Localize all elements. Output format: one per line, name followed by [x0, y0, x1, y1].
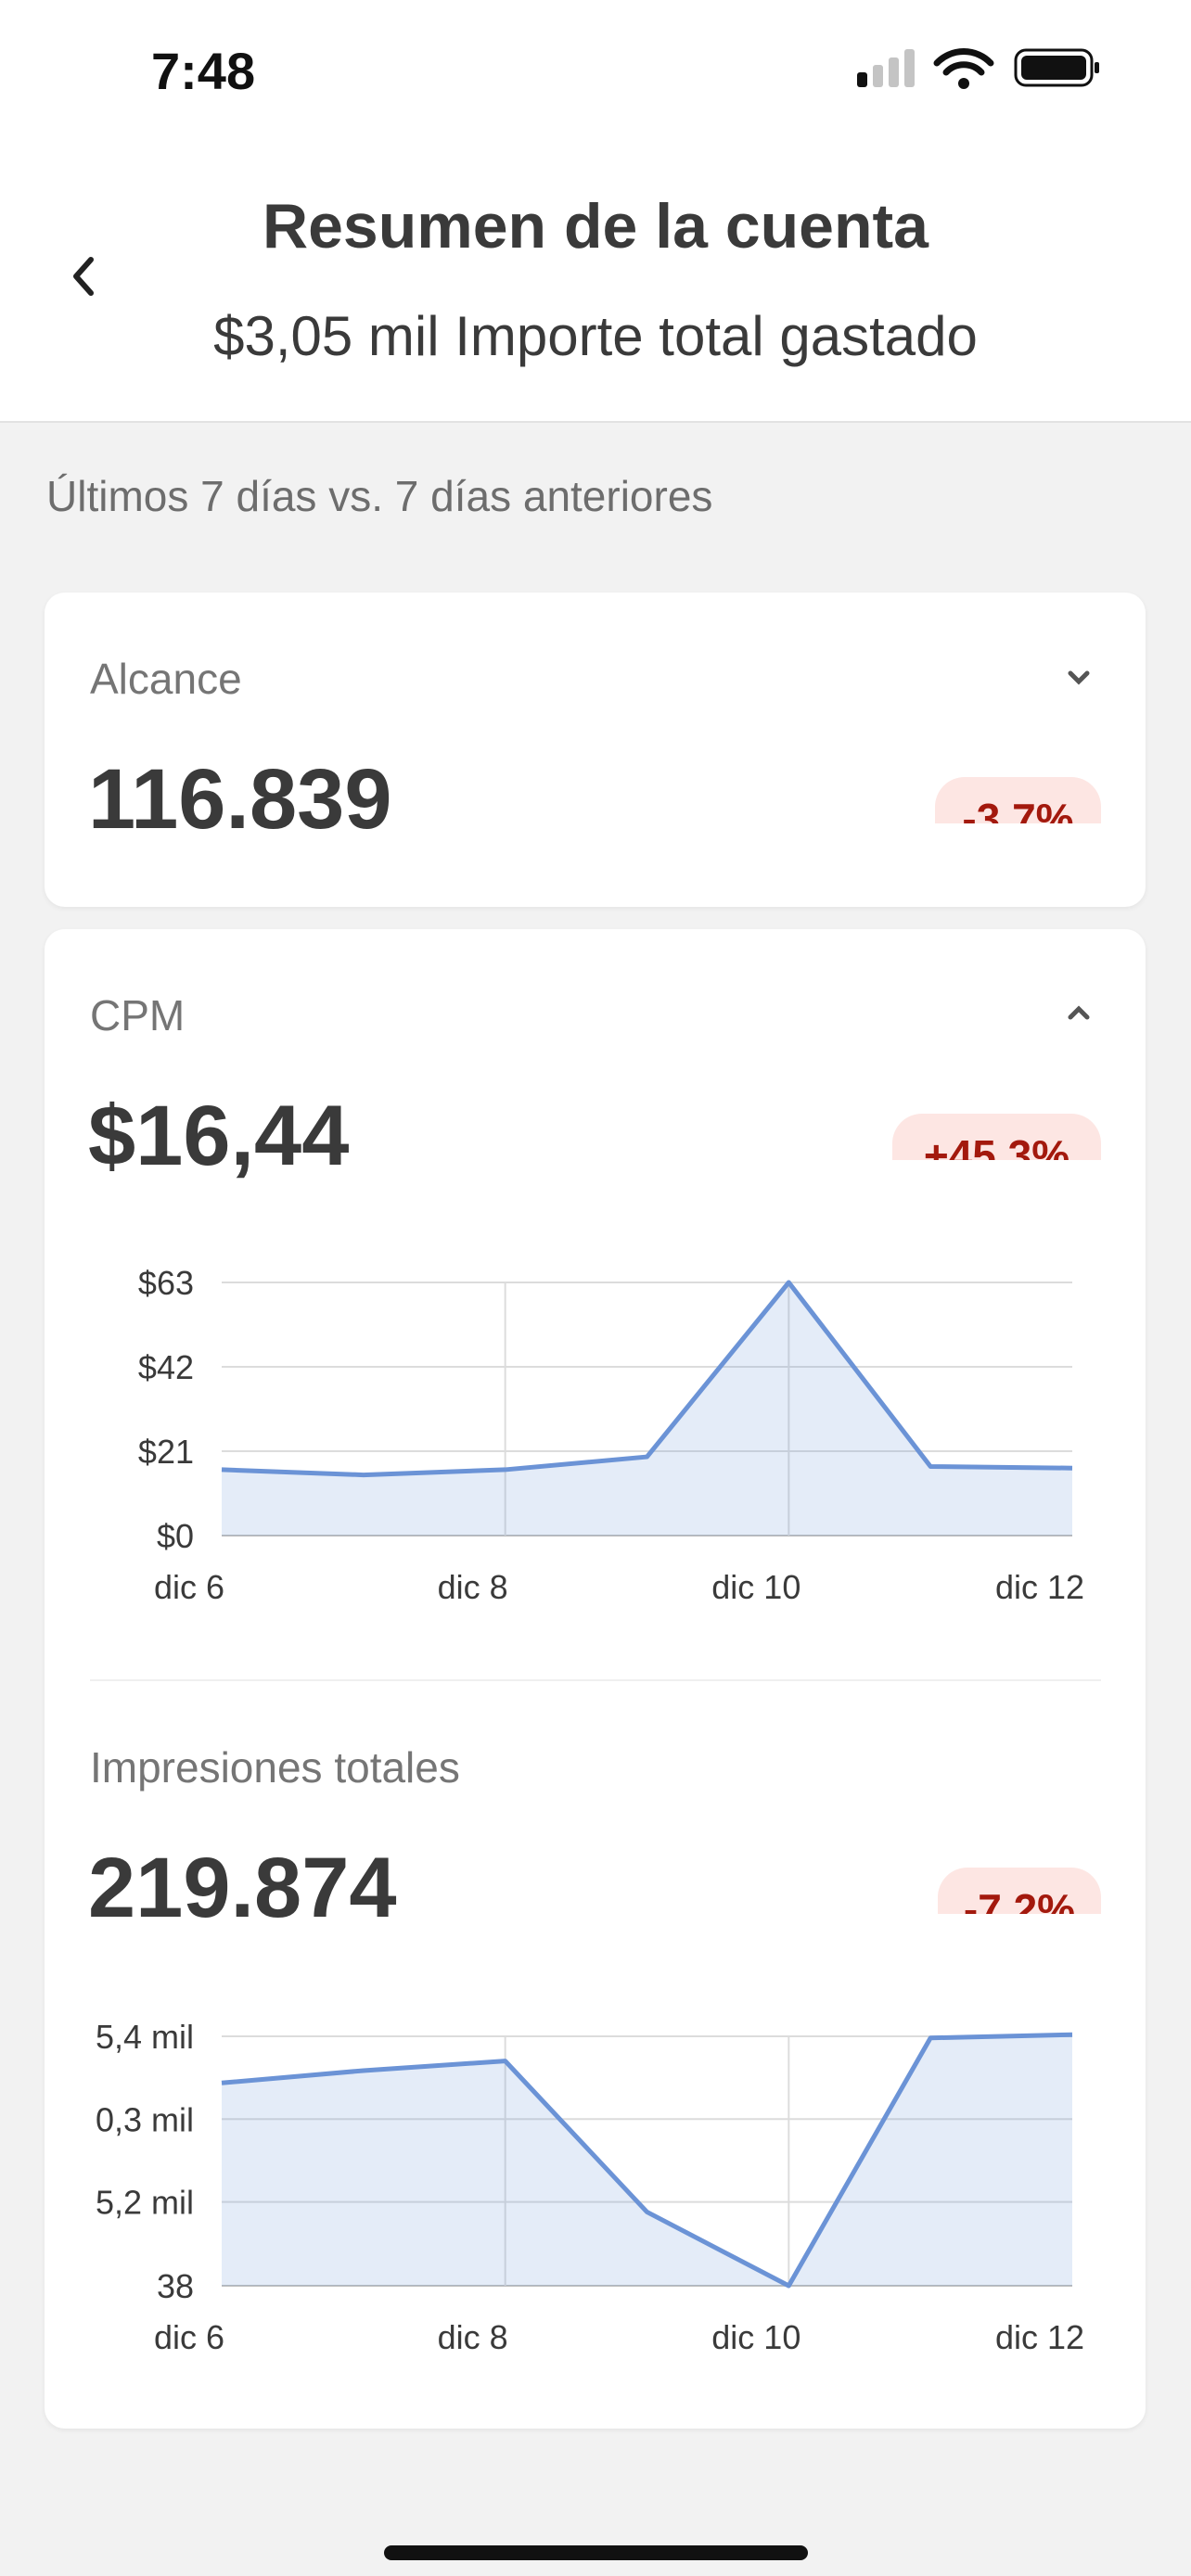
- change-badge: +45,3%: [892, 1114, 1101, 1160]
- x-tick-label: dic 10: [711, 1568, 800, 1606]
- status-icons: [857, 48, 1099, 89]
- area-fill: [222, 1282, 1072, 1536]
- period-label: Últimos 7 días vs. 7 días anteriores: [46, 472, 713, 520]
- area-fill: [222, 2034, 1072, 2286]
- metric-value: 116.839: [88, 752, 392, 847]
- x-tick-label: dic 8: [438, 1568, 508, 1606]
- expand-chevron[interactable]: [1065, 664, 1093, 692]
- metric-value: 219.874: [88, 1841, 397, 1935]
- change-text: -3,7%: [962, 795, 1074, 823]
- divider: [90, 1679, 1101, 1681]
- header: [0, 0, 1191, 423]
- metric-label: Alcance: [90, 655, 242, 703]
- y-tick-label: $63: [138, 1264, 194, 1302]
- change-badge: -7,2%: [938, 1868, 1101, 1914]
- x-tick-label: dic 12: [995, 2318, 1084, 2356]
- x-tick-label: dic 10: [711, 2318, 800, 2356]
- y-tick-label: 5,2 mil: [96, 2184, 194, 2222]
- collapse-chevron[interactable]: [1065, 1000, 1093, 1027]
- subtitle: $3,05 mil Importe total gastado: [213, 305, 978, 367]
- line: [221, 1280, 1073, 1478]
- metric-label: Impresiones totales: [90, 1743, 460, 1792]
- change-text: +45,3%: [923, 1131, 1070, 1160]
- change-text: -7,2%: [963, 1885, 1076, 1914]
- x-tick-label: dic 12: [995, 1568, 1084, 1606]
- x-tick-label: dic 6: [154, 1568, 224, 1606]
- status-time: 7:48: [151, 42, 256, 100]
- y-tick-label: 38: [157, 2267, 194, 2305]
- x-tick-label: dic 6: [154, 2318, 224, 2356]
- line: [221, 2032, 1073, 2289]
- home-indicator: [384, 2545, 808, 2560]
- card[interactable]: [45, 929, 1146, 2429]
- back-button[interactable]: [65, 252, 102, 300]
- y-tick-label: $42: [138, 1348, 194, 1386]
- y-tick-label: 0,3 mil: [96, 2100, 194, 2138]
- x-tick-label: dic 8: [438, 2318, 508, 2356]
- y-tick-label: $21: [138, 1433, 194, 1471]
- y-tick-label: $0: [157, 1517, 194, 1555]
- y-tick-label: 5,4 mil: [96, 2018, 194, 2056]
- metric-value: $16,44: [88, 1089, 350, 1183]
- card[interactable]: [45, 593, 1146, 907]
- title: Resumen de la cuenta: [262, 191, 929, 261]
- metric-label: CPM: [90, 991, 186, 1039]
- change-badge: -3,7%: [935, 777, 1101, 823]
